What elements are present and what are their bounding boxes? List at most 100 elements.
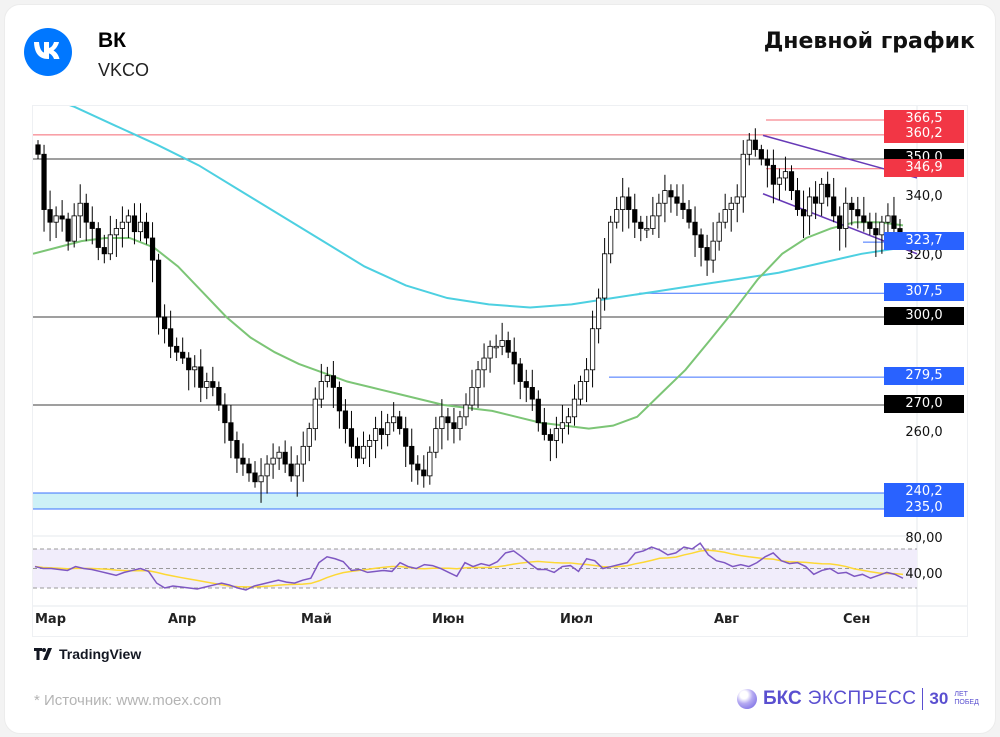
candle-body (228, 422, 234, 441)
month-label-1: Апр (168, 612, 197, 627)
candle-body (843, 202, 849, 229)
candle-body (734, 196, 740, 204)
candle-body (565, 416, 572, 424)
candle-body (487, 345, 493, 359)
tradingview-brand: TradingView (34, 646, 141, 662)
axis-tick-label: 40,00 (905, 567, 943, 582)
candle-body (342, 410, 349, 430)
candle-body (89, 221, 95, 229)
candle-body (505, 340, 511, 353)
candle-body (662, 190, 668, 204)
candle-body (264, 463, 270, 477)
candle-body (415, 463, 421, 471)
candle-body (354, 445, 361, 459)
chart-card (4, 4, 996, 734)
candle-body (638, 221, 644, 229)
candle-body (541, 422, 547, 435)
candle-body (608, 221, 614, 255)
candle-body (457, 416, 463, 430)
candle-body (650, 215, 656, 229)
candle-body (125, 215, 132, 223)
candle-body (35, 144, 41, 155)
month-label-2: Май (301, 612, 332, 627)
candle-body (360, 445, 367, 459)
candle-body (577, 381, 584, 400)
candle-body (614, 209, 620, 223)
candle-body (318, 381, 324, 400)
candle-body (294, 463, 300, 477)
candle-body (137, 221, 144, 233)
candle-body (65, 218, 71, 242)
candle-body (825, 183, 831, 198)
price-tag-366,5: 366,5 (884, 110, 964, 128)
company-name: ВК (98, 29, 126, 52)
candle-body (668, 190, 674, 198)
candle-body (180, 351, 186, 359)
candle-body (168, 328, 174, 347)
axis-tick-label: 340,0 (905, 189, 943, 204)
month-label-0: Мар (35, 612, 67, 627)
candle-body (559, 422, 566, 430)
candle-body (427, 451, 433, 477)
candle-body (758, 149, 764, 160)
source-note: * Источник: www.moex.com (34, 692, 222, 709)
candle-body (602, 253, 608, 299)
candle-body (728, 202, 734, 210)
price-tag-235,0: 235,0 (884, 499, 964, 517)
candle-body (113, 228, 119, 236)
candle-body (855, 209, 861, 217)
candle-body (149, 237, 156, 261)
ma-slow-line (69, 106, 904, 309)
price-tag-279,5: 279,5 (884, 367, 964, 386)
candle-body (204, 381, 210, 388)
month-label-5: Авг (714, 612, 740, 627)
candle-body (246, 463, 252, 474)
candle-body (686, 209, 692, 223)
candle-body (770, 164, 777, 185)
candle-body (306, 428, 312, 447)
candle-body (722, 209, 728, 223)
candle-body (366, 440, 373, 447)
price-chart[interactable] (33, 106, 967, 636)
candle-body (41, 153, 47, 210)
candle-body (385, 422, 391, 435)
candle-body (891, 215, 897, 229)
candle-body (59, 215, 65, 220)
chart-area[interactable] (32, 105, 968, 637)
candle-body (849, 202, 855, 210)
rsi-ma-line (34, 549, 904, 588)
candle-body (95, 228, 101, 248)
candle-body (710, 240, 716, 261)
candle-body (788, 171, 795, 191)
rsi-line (34, 542, 904, 591)
candle-body (493, 345, 499, 349)
candle-body (535, 398, 541, 424)
chart-title: Дневной график (763, 29, 975, 54)
candle-body (620, 196, 626, 210)
candle-body (445, 416, 451, 424)
candle-body (716, 221, 722, 242)
candle-body (330, 375, 336, 388)
candle-body (746, 139, 752, 155)
price-tag-360,2: 360,2 (884, 124, 964, 143)
candle-body (192, 366, 198, 371)
candle-body (831, 196, 837, 217)
candle-body (403, 428, 409, 447)
price-tag-300,0: 300,0 (884, 307, 964, 325)
candle-body (692, 221, 698, 236)
candle-body (553, 428, 560, 441)
candle-body (589, 328, 596, 371)
axis-tick-label: 260,0 (905, 425, 943, 440)
candle-body (53, 215, 59, 223)
candle-body (324, 375, 330, 382)
candle-body (143, 221, 150, 239)
candle-body (861, 215, 867, 223)
candle-body (421, 469, 427, 477)
candle-body (680, 202, 686, 210)
candle-body (764, 158, 770, 166)
candle-body (800, 209, 807, 217)
candle-body (674, 196, 680, 204)
candle-body (776, 177, 783, 185)
axis-tick-label: 80,00 (905, 531, 943, 546)
candle-body (439, 416, 445, 430)
